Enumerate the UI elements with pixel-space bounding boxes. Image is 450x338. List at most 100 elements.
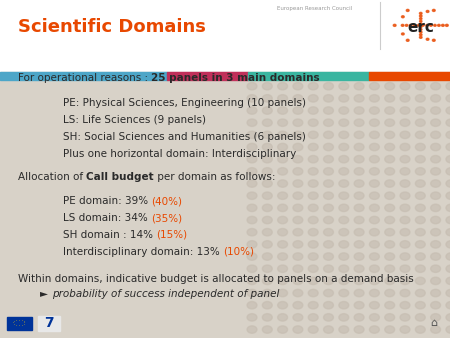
Circle shape	[308, 301, 318, 309]
Text: ·: ·	[14, 319, 15, 324]
Circle shape	[431, 192, 441, 199]
Circle shape	[431, 168, 441, 175]
Circle shape	[431, 277, 441, 285]
Circle shape	[354, 155, 364, 163]
Circle shape	[441, 24, 444, 26]
Circle shape	[247, 241, 257, 248]
Circle shape	[446, 119, 450, 126]
Text: LS: Life Sciences (9 panels): LS: Life Sciences (9 panels)	[63, 115, 206, 125]
Circle shape	[400, 253, 410, 260]
Text: (35%): (35%)	[151, 213, 182, 223]
Circle shape	[401, 24, 404, 26]
Circle shape	[415, 107, 425, 114]
Circle shape	[262, 204, 272, 212]
Circle shape	[446, 95, 450, 102]
Circle shape	[247, 253, 257, 260]
Circle shape	[385, 107, 395, 114]
Circle shape	[419, 20, 422, 22]
Circle shape	[262, 119, 272, 126]
Bar	[0, 0, 450, 72]
Circle shape	[339, 192, 349, 199]
Circle shape	[262, 265, 272, 272]
Text: Plus one horizontal domain: Interdisciplinary: Plus one horizontal domain: Interdiscipl…	[63, 149, 296, 159]
Circle shape	[339, 143, 349, 151]
Circle shape	[247, 204, 257, 212]
Circle shape	[324, 192, 333, 199]
Circle shape	[308, 204, 318, 212]
Circle shape	[446, 192, 450, 199]
Circle shape	[262, 289, 272, 297]
Bar	[7, 317, 32, 330]
Circle shape	[446, 168, 450, 175]
Circle shape	[446, 204, 450, 212]
Circle shape	[324, 301, 333, 309]
Circle shape	[419, 18, 422, 20]
Circle shape	[308, 216, 318, 224]
Circle shape	[324, 204, 333, 212]
Circle shape	[262, 107, 272, 114]
Circle shape	[324, 82, 333, 90]
Circle shape	[278, 301, 288, 309]
Circle shape	[400, 107, 410, 114]
Circle shape	[354, 265, 364, 272]
Circle shape	[262, 143, 272, 151]
Circle shape	[339, 180, 349, 187]
Circle shape	[247, 82, 257, 90]
Circle shape	[247, 289, 257, 297]
Circle shape	[324, 131, 333, 139]
Circle shape	[278, 131, 288, 139]
Circle shape	[339, 131, 349, 139]
Circle shape	[431, 314, 441, 321]
Circle shape	[446, 155, 450, 163]
Circle shape	[415, 204, 425, 212]
Circle shape	[278, 82, 288, 90]
Circle shape	[293, 289, 303, 297]
Circle shape	[247, 216, 257, 224]
Circle shape	[434, 24, 436, 26]
Circle shape	[369, 289, 379, 297]
Circle shape	[415, 168, 425, 175]
Circle shape	[339, 265, 349, 272]
Circle shape	[415, 277, 425, 285]
Circle shape	[385, 192, 395, 199]
Circle shape	[278, 277, 288, 285]
Circle shape	[354, 204, 364, 212]
Circle shape	[354, 107, 364, 114]
Circle shape	[262, 326, 272, 333]
Circle shape	[262, 277, 272, 285]
Circle shape	[278, 241, 288, 248]
Circle shape	[400, 168, 410, 175]
Circle shape	[278, 265, 288, 272]
Circle shape	[400, 314, 410, 321]
Circle shape	[446, 253, 450, 260]
Circle shape	[247, 155, 257, 163]
Circle shape	[415, 143, 425, 151]
Circle shape	[308, 168, 318, 175]
Circle shape	[247, 168, 257, 175]
Circle shape	[431, 143, 441, 151]
Text: 25 panels in 3 main domains: 25 panels in 3 main domains	[151, 73, 320, 83]
Circle shape	[400, 277, 410, 285]
Circle shape	[369, 143, 379, 151]
Circle shape	[324, 180, 333, 187]
Circle shape	[354, 314, 364, 321]
Circle shape	[419, 23, 422, 25]
Text: For operational reasons :: For operational reasons :	[18, 73, 151, 83]
Circle shape	[369, 241, 379, 248]
Circle shape	[262, 228, 272, 236]
Circle shape	[247, 228, 257, 236]
Circle shape	[410, 24, 412, 26]
Text: ·: ·	[18, 318, 20, 323]
Circle shape	[278, 204, 288, 212]
Circle shape	[262, 82, 272, 90]
Circle shape	[369, 253, 379, 260]
Circle shape	[437, 24, 440, 26]
Text: ·: ·	[23, 322, 25, 327]
Circle shape	[324, 289, 333, 297]
Circle shape	[247, 192, 257, 199]
Circle shape	[247, 277, 257, 285]
Text: ·: ·	[16, 323, 17, 328]
Circle shape	[415, 95, 425, 102]
Circle shape	[414, 24, 416, 26]
Circle shape	[354, 168, 364, 175]
